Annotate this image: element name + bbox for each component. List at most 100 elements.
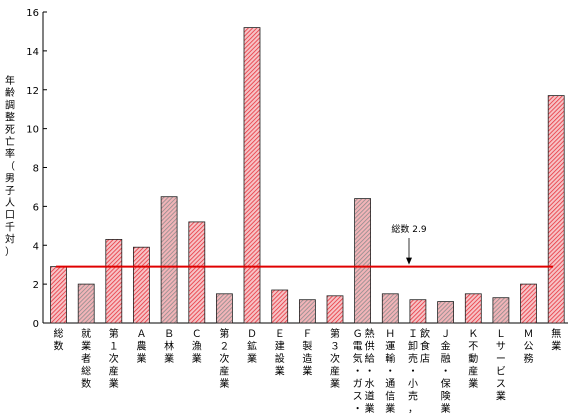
x-tick-label-char: 産 <box>468 365 478 378</box>
x-tick-label-char: Ｋ <box>468 329 478 340</box>
x-tick-label-char: 設 <box>275 352 285 365</box>
x-tick-label-char: 産 <box>219 365 229 378</box>
bar-3 <box>132 246 150 324</box>
x-tick-label-char: ・ <box>353 367 363 378</box>
bar-1 <box>77 283 95 324</box>
bar-0 <box>50 266 67 324</box>
y-tick-label: 16 <box>26 8 39 19</box>
x-tick-label-char: 業 <box>109 377 119 390</box>
y-axis-title-char: 率 <box>5 147 15 160</box>
x-tick-label-char: 数 <box>54 340 64 353</box>
x-tick-label-char: 総 <box>81 365 91 378</box>
x-tick-label-char: ス <box>496 379 506 390</box>
y-tick-label: 14 <box>26 47 39 58</box>
x-tick-label-char: 卸 <box>408 340 418 353</box>
x-tick-label-char: ・ <box>408 367 418 378</box>
x-tick-label-char: 第 <box>109 327 119 340</box>
x-tick-label-char: 店 <box>420 352 430 365</box>
x-tick-label-char: Ｉ <box>408 329 418 340</box>
x-tick-label-char: 険 <box>441 391 451 403</box>
x-tick-label-char: 次 <box>109 352 119 365</box>
x-tick-label-char: 林 <box>164 340 174 353</box>
x-tick-label-char: 気 <box>353 352 363 365</box>
y-axis-title-char: 調 <box>5 98 15 111</box>
x-tick-label-char: 製 <box>302 340 312 353</box>
x-tick-label-char: 水 <box>365 378 375 390</box>
x-tick-label-char: 業 <box>192 352 202 365</box>
x-tick-label: Ｈ運輸・通信業 <box>385 329 395 415</box>
x-tick-label-char: 動 <box>468 352 478 365</box>
reference-line-group: 総数 2.9 <box>56 223 553 268</box>
reference-arrow-head <box>406 257 412 265</box>
x-tick-label-char: 飲 <box>420 327 430 340</box>
x-tick-label-char: ー <box>496 354 506 365</box>
x-tick-label-char: ・ <box>441 367 451 378</box>
x-tick-label-char: Ｈ <box>385 329 395 340</box>
y-axis-title-char: 人 <box>5 197 15 209</box>
x-tick-label: Ｄ鉱業 <box>247 329 257 365</box>
y-tick-label: 8 <box>33 164 39 175</box>
x-tick-label-char: Ｇ <box>353 329 363 340</box>
x-tick-label-char: 業 <box>164 352 174 365</box>
x-tick-label-char: 業 <box>275 365 285 378</box>
x-tick-label-char: 売 <box>408 352 418 365</box>
x-tick-label-char: Ｅ <box>275 329 285 340</box>
x-tick-label-char: 造 <box>302 352 312 365</box>
x-tick-label-char: Ｌ <box>496 329 506 340</box>
bar-16 <box>492 297 510 324</box>
x-tick-label-char: ス <box>353 392 363 403</box>
bar-6 <box>215 293 233 324</box>
x-tick-label-char: 小 <box>408 378 418 390</box>
bar-14 <box>437 301 455 324</box>
x-tick-label-char: 業 <box>441 402 451 415</box>
x-tick-label-char: Ａ <box>136 329 146 340</box>
x-tick-label-char: 業 <box>330 377 340 390</box>
y-tick-label: 2 <box>33 280 39 291</box>
bar-7 <box>243 27 261 324</box>
x-tick-label-char: 食 <box>420 340 430 353</box>
bar-4 <box>160 196 178 324</box>
x-tick-label-char: ガ <box>353 378 363 390</box>
x-tick-label-char: 産 <box>330 365 340 378</box>
x-tick-label-char: 融 <box>441 353 451 365</box>
x-tick-label-char: 数 <box>81 377 91 390</box>
x-tick-label-char: 業 <box>136 352 146 365</box>
x-tick-label-char: 金 <box>441 340 451 353</box>
bar-18 <box>547 95 565 324</box>
x-tick-label-char: 農 <box>136 340 146 353</box>
x-tick-label-char: １ <box>109 342 119 353</box>
x-tick-label-char: Ｂ <box>164 329 174 340</box>
x-tick-label-char: 業 <box>385 402 395 415</box>
x-tick-label: Ｇ電気・ガス・熱供給・水道業 <box>353 327 375 415</box>
x-tick-label-char: 業 <box>468 377 478 390</box>
x-tick-label: 無業 <box>551 327 561 353</box>
x-tick-label-char: 運 <box>385 341 395 353</box>
bar-9 <box>298 299 316 324</box>
x-tick-label-char: 鉱 <box>247 340 257 353</box>
x-tick-label-char: 務 <box>524 352 534 365</box>
y-axis-title-char: 亡 <box>5 135 15 148</box>
x-tick-label-char: ・ <box>385 367 395 378</box>
y-axis-title-char: 男 <box>5 173 15 185</box>
x-tick-label-char: 電 <box>353 341 363 353</box>
bar-15 <box>464 293 482 324</box>
x-tick-label-char: 保 <box>441 377 451 390</box>
x-tick-label-char: 業 <box>81 340 91 353</box>
x-tick-label-char: 業 <box>496 390 506 403</box>
bar-11 <box>354 198 372 324</box>
x-tick-label-char: 無 <box>551 327 561 340</box>
x-tick-label-char: 信 <box>385 391 395 403</box>
x-tick-label-char: Ｃ <box>192 329 202 340</box>
x-tick-label-char: 売 <box>408 390 418 403</box>
bar-5 <box>188 221 206 324</box>
x-tick-label-char: 第 <box>330 327 340 340</box>
x-tick-label: Ｊ金融・保険業 <box>441 329 451 415</box>
